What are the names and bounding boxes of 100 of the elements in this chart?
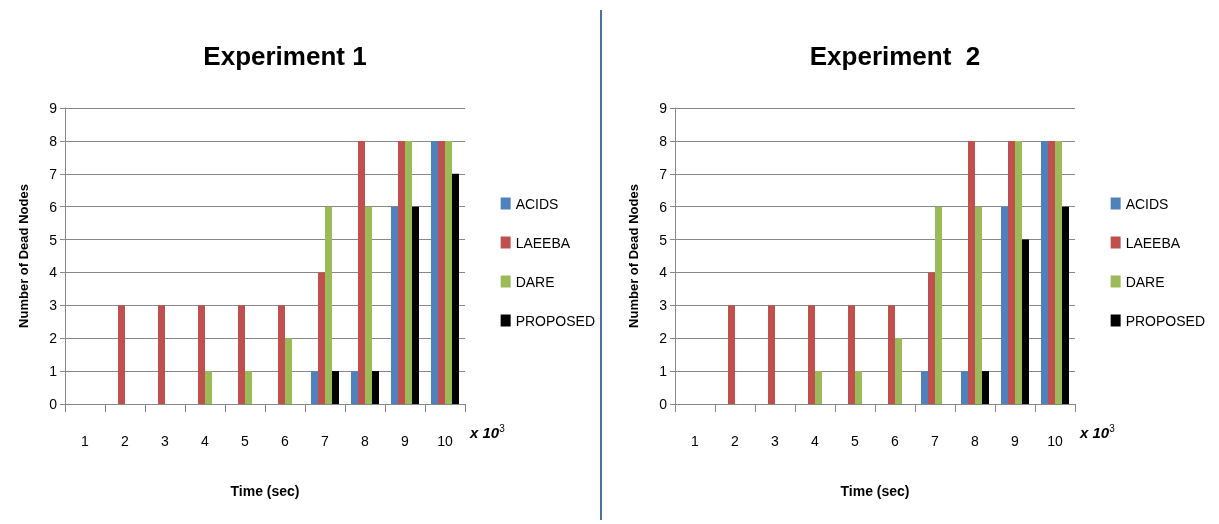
x-tick-label: 6: [891, 433, 900, 449]
bar: [975, 206, 982, 404]
y-tick-label: 9: [49, 100, 58, 116]
x-tick-label: 7: [931, 433, 940, 449]
y-tick-label: 8: [49, 132, 58, 149]
x-tick-label: 10: [1047, 433, 1063, 449]
bar: [412, 206, 419, 404]
x-tick-label: 8: [361, 433, 370, 449]
y-tick-label: 3: [659, 297, 668, 314]
x-tick-label: 9: [401, 433, 410, 449]
y-tick-label: 0: [49, 396, 58, 412]
bar: [815, 371, 822, 404]
y-tick-label: 9: [659, 100, 668, 116]
bar: [238, 305, 245, 404]
x-tick-label: 5: [851, 433, 860, 449]
bar: [888, 305, 895, 404]
bar: [405, 140, 412, 404]
x-tick-label: 8: [971, 433, 980, 449]
x-tick-label: 2: [731, 433, 740, 449]
bar: [438, 140, 445, 404]
y-tick-label: 5: [659, 231, 668, 248]
legend-label: ACIDS: [515, 195, 559, 212]
x-axis-title: Time (sec): [230, 483, 300, 499]
bar: [768, 305, 775, 404]
chart-title: Experiment 1: [203, 41, 367, 71]
bar: [351, 371, 358, 404]
bar: [935, 206, 942, 404]
legend-label: PROPOSED: [515, 312, 596, 329]
y-tick-label: 7: [659, 165, 668, 182]
chart-title: Experiment 2: [809, 41, 981, 71]
bar: [1048, 140, 1055, 404]
x-tick-label: 4: [201, 433, 210, 449]
bar: [1022, 239, 1029, 404]
y-tick-label: 5: [49, 231, 58, 248]
x-tick-label: 9: [1011, 433, 1020, 449]
bar: [728, 305, 735, 404]
x-tick-label: 7: [321, 433, 330, 449]
x-tick-label: 5: [241, 433, 250, 449]
y-tick-label: 8: [659, 132, 668, 149]
bar: [968, 140, 975, 404]
bar: [358, 140, 365, 404]
legend-label: ACIDS: [1125, 195, 1169, 212]
bar: [245, 371, 252, 404]
y-tick-label: 0: [659, 396, 668, 412]
legend-label: PROPOSED: [1125, 312, 1206, 329]
y-tick-label: 7: [49, 165, 58, 182]
legend-label: DARE: [1125, 273, 1165, 290]
bar: [895, 338, 902, 404]
bar: [285, 338, 292, 404]
bar: [855, 371, 862, 404]
bar: [311, 371, 318, 404]
y-axis-title: Number of Dead Nodes: [16, 184, 31, 328]
bar: [372, 371, 379, 404]
x-tick-label: 4: [811, 433, 820, 449]
bar: [808, 305, 815, 404]
bar: [1001, 206, 1008, 404]
bar: [325, 206, 332, 404]
bar: [1008, 140, 1015, 404]
bar: [431, 140, 438, 404]
y-tick-label: 4: [49, 264, 58, 281]
bar: [158, 305, 165, 404]
bar: [198, 305, 205, 404]
y-tick-label: 2: [49, 330, 58, 347]
bar: [391, 206, 398, 404]
x-tick-label: 10: [437, 433, 453, 449]
y-tick-label: 6: [49, 198, 58, 215]
bar: [1041, 140, 1048, 404]
bar: [848, 305, 855, 404]
bar: [332, 371, 339, 404]
bar: [961, 371, 968, 404]
legend-label: DARE: [515, 273, 555, 290]
x-tick-label: 3: [771, 433, 780, 449]
x-tick-label: 3: [161, 433, 170, 449]
legend-label: LAEEBA: [515, 234, 571, 251]
y-tick-label: 2: [659, 330, 668, 347]
bar: [1062, 206, 1069, 404]
y-tick-label: 1: [49, 363, 58, 380]
y-tick-label: 1: [659, 363, 668, 380]
x-tick-label: 1: [691, 433, 700, 449]
x-tick-label: 2: [121, 433, 130, 449]
bar: [365, 206, 372, 404]
y-tick-label: 6: [659, 198, 668, 215]
x-tick-label: 6: [281, 433, 290, 449]
bar: [982, 371, 989, 404]
bar: [398, 140, 405, 404]
bar: [278, 305, 285, 404]
x-tick-label: 1: [81, 433, 90, 449]
bar: [928, 272, 935, 404]
bar: [1015, 140, 1022, 404]
bar: [1055, 140, 1062, 404]
bar: [205, 371, 212, 404]
y-axis-title: Number of Dead Nodes: [626, 184, 641, 328]
bar: [445, 140, 452, 404]
bar: [118, 305, 125, 404]
x-axis-title: Time (sec): [840, 483, 910, 499]
y-tick-label: 4: [659, 264, 668, 281]
y-tick-label: 3: [49, 297, 58, 314]
legend-label: LAEEBA: [1125, 234, 1181, 251]
bar: [452, 173, 459, 404]
bar: [921, 371, 928, 404]
